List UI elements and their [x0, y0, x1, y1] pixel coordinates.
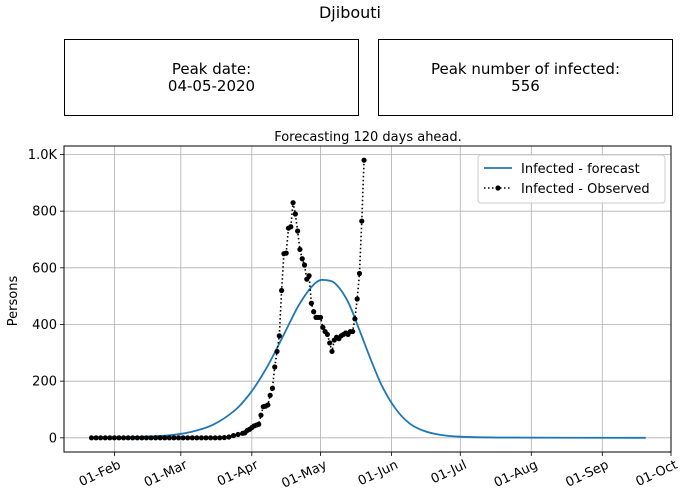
observed-point	[153, 435, 159, 441]
observed-point	[327, 340, 333, 346]
y-tick-label: 600	[32, 261, 57, 276]
observed-point	[292, 211, 298, 217]
observed-point	[212, 435, 218, 441]
observed-point	[180, 435, 186, 441]
observed-point	[207, 435, 214, 441]
observed-point	[157, 435, 163, 441]
observed-point	[93, 435, 99, 441]
observed-point	[288, 224, 294, 230]
y-tick-label: 0	[49, 431, 57, 446]
observed-line	[91, 160, 365, 439]
observed-point	[276, 333, 282, 339]
observed-point	[265, 402, 271, 408]
observed-point	[350, 328, 356, 335]
observed-point	[134, 435, 140, 441]
observed-point	[308, 300, 314, 306]
observed-point	[290, 200, 296, 206]
observed-point	[175, 435, 182, 441]
observed-point	[324, 331, 331, 338]
observed-point	[171, 435, 177, 441]
observed-point	[274, 348, 280, 355]
x-tick-label: 01-Apr	[215, 457, 261, 489]
x-tick-label: 01-Oct	[634, 458, 680, 490]
x-tick-label: 01-May	[280, 458, 330, 492]
peak-date-label: Peak date:	[171, 59, 252, 78]
observed-point	[111, 435, 117, 441]
x-tick-label: 01-Mar	[142, 457, 190, 490]
observed-point	[162, 435, 168, 441]
observed-point	[98, 435, 104, 441]
forecast-line	[91, 278, 646, 439]
y-tick-label: 400	[32, 318, 57, 333]
peak-date-box: Peak date: 04-05-2020	[64, 39, 359, 116]
observed-point	[189, 435, 195, 441]
observed-point	[356, 270, 363, 277]
observed-point	[354, 296, 360, 302]
observed-point	[88, 435, 95, 441]
observed-point	[148, 435, 154, 441]
chart-subtitle: Forecasting 120 days ahead.	[274, 130, 462, 145]
observed-point	[130, 435, 136, 441]
peak-date-value: 04-05-2020	[167, 76, 256, 95]
observed-point	[139, 435, 145, 441]
observed-point	[306, 273, 312, 279]
y-tick-label: 1.0K	[28, 148, 58, 163]
observed-point	[230, 432, 237, 439]
observed-point	[267, 392, 273, 398]
x-tick-label: 01-Aug	[492, 458, 540, 491]
observed-point	[283, 250, 289, 256]
peak-number-label: Peak number of infected:	[430, 59, 621, 78]
observed-point	[311, 309, 317, 315]
y-tick-label: 200	[32, 375, 57, 390]
observed-point	[203, 435, 209, 441]
observed-point	[301, 262, 308, 268]
observed-point	[217, 435, 223, 441]
y-tick-label: 800	[32, 205, 57, 220]
observed-point	[226, 434, 232, 440]
observed-point	[329, 348, 335, 355]
x-tick-label: 01-Feb	[77, 458, 123, 490]
legend-box	[477, 154, 666, 204]
x-tick-label: 01-Jun	[356, 458, 401, 489]
legend-observed-marker	[495, 185, 501, 191]
x-tick-label: 01-Jul	[429, 458, 469, 488]
x-tick-label: 01-Sep	[563, 458, 611, 491]
observed-point	[317, 314, 324, 321]
peak-number-box: Peak number of infected: 556	[378, 39, 673, 116]
observed-point	[295, 228, 301, 234]
observed-point	[361, 157, 367, 163]
observed-point	[194, 435, 200, 441]
observed-point	[256, 421, 262, 427]
observed-point	[166, 435, 172, 441]
peak-number-value: 556	[511, 76, 540, 95]
observed-point	[143, 435, 150, 441]
legend-forecast-label: Infected - forecast	[521, 162, 640, 177]
observed-point	[120, 435, 127, 441]
observed-point	[102, 435, 108, 441]
observed-point	[185, 435, 191, 441]
observed-point	[116, 435, 122, 441]
observed-point	[269, 385, 276, 391]
chart-title: Djibouti	[318, 3, 381, 22]
observed-point	[352, 316, 358, 322]
observed-point	[258, 412, 264, 418]
observed-point	[221, 434, 227, 441]
observed-point	[198, 435, 205, 441]
y-axis-label: Persons	[6, 276, 21, 327]
observed-point	[299, 256, 305, 262]
legend-observed-label: Infected - Observed	[521, 182, 650, 197]
observed-point	[235, 431, 241, 438]
plot-frame	[63, 145, 672, 453]
observed-point	[320, 324, 326, 330]
observed-point	[107, 435, 113, 441]
observed-point	[297, 246, 303, 253]
observed-point	[272, 364, 278, 370]
observed-point	[125, 435, 131, 441]
observed-point	[359, 218, 365, 224]
observed-point	[279, 287, 285, 294]
